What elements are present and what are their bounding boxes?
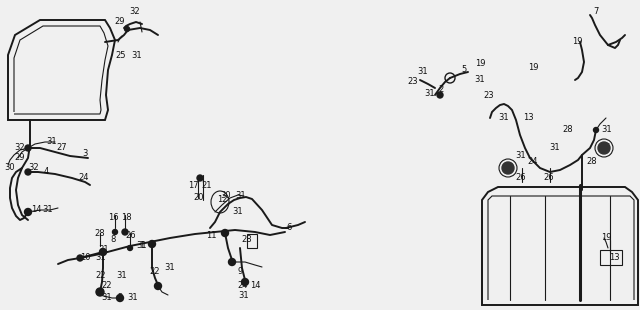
Text: 5: 5 bbox=[461, 65, 467, 74]
Text: 22: 22 bbox=[96, 271, 106, 280]
Text: 31: 31 bbox=[128, 294, 138, 303]
Text: 1: 1 bbox=[140, 241, 145, 250]
Text: 30: 30 bbox=[4, 163, 15, 172]
Text: 28: 28 bbox=[563, 126, 573, 135]
Circle shape bbox=[148, 241, 156, 247]
Text: 13: 13 bbox=[523, 113, 533, 122]
Text: 23: 23 bbox=[484, 91, 494, 100]
Text: 6: 6 bbox=[286, 224, 292, 232]
Text: 8: 8 bbox=[110, 236, 116, 245]
Text: 14: 14 bbox=[250, 281, 260, 290]
Text: 19: 19 bbox=[572, 38, 582, 46]
Text: 26: 26 bbox=[544, 174, 554, 183]
Text: 29: 29 bbox=[15, 153, 25, 162]
Text: 15: 15 bbox=[503, 163, 513, 172]
Text: 15: 15 bbox=[600, 144, 611, 153]
Text: 11: 11 bbox=[205, 231, 216, 240]
Text: 32: 32 bbox=[29, 163, 39, 172]
Text: 3: 3 bbox=[83, 149, 88, 158]
Circle shape bbox=[25, 145, 31, 151]
Text: 32: 32 bbox=[130, 7, 140, 16]
Text: 31: 31 bbox=[96, 254, 106, 263]
Circle shape bbox=[241, 278, 248, 286]
Text: 16: 16 bbox=[108, 214, 118, 223]
Circle shape bbox=[598, 142, 610, 154]
Text: 10: 10 bbox=[80, 254, 90, 263]
Circle shape bbox=[24, 209, 31, 215]
Text: 14: 14 bbox=[31, 206, 41, 215]
Text: 13: 13 bbox=[609, 254, 620, 263]
Text: 31: 31 bbox=[47, 136, 58, 145]
Text: 31: 31 bbox=[233, 207, 243, 216]
Text: 7: 7 bbox=[593, 7, 598, 16]
Text: 19: 19 bbox=[601, 233, 611, 242]
Text: 28: 28 bbox=[242, 236, 252, 245]
Text: 9: 9 bbox=[237, 268, 243, 277]
Circle shape bbox=[116, 294, 124, 302]
Circle shape bbox=[127, 246, 132, 250]
Text: 31: 31 bbox=[116, 271, 127, 280]
Text: 20: 20 bbox=[194, 193, 204, 202]
Text: 26: 26 bbox=[516, 174, 526, 183]
Text: 30: 30 bbox=[221, 191, 231, 200]
Text: 19: 19 bbox=[528, 64, 538, 73]
Text: 31: 31 bbox=[425, 90, 435, 99]
Text: 2: 2 bbox=[438, 86, 444, 95]
Text: 32: 32 bbox=[15, 144, 26, 153]
Text: 22: 22 bbox=[150, 268, 160, 277]
Text: 31: 31 bbox=[499, 113, 509, 122]
Text: 31: 31 bbox=[99, 245, 109, 254]
Text: 22: 22 bbox=[102, 281, 112, 290]
Text: 31: 31 bbox=[102, 294, 112, 303]
Circle shape bbox=[96, 288, 104, 296]
Text: 23: 23 bbox=[408, 78, 419, 86]
Circle shape bbox=[197, 175, 203, 181]
Text: 31: 31 bbox=[418, 68, 428, 77]
Circle shape bbox=[502, 162, 514, 174]
Circle shape bbox=[221, 229, 228, 237]
Text: 26: 26 bbox=[125, 232, 136, 241]
Text: 31: 31 bbox=[516, 150, 526, 160]
Text: 24: 24 bbox=[79, 174, 89, 183]
Text: 31: 31 bbox=[137, 241, 147, 250]
Text: 31: 31 bbox=[236, 192, 246, 201]
Text: 31: 31 bbox=[475, 76, 485, 85]
Circle shape bbox=[154, 282, 161, 290]
Circle shape bbox=[125, 26, 129, 32]
Circle shape bbox=[99, 249, 106, 255]
Text: 24: 24 bbox=[237, 281, 248, 290]
Text: 31: 31 bbox=[239, 291, 250, 300]
Circle shape bbox=[77, 255, 83, 261]
Text: 4: 4 bbox=[44, 167, 49, 176]
Circle shape bbox=[228, 259, 236, 265]
Text: 21: 21 bbox=[202, 180, 212, 189]
Circle shape bbox=[122, 229, 128, 235]
Text: 31: 31 bbox=[43, 206, 53, 215]
Text: 24: 24 bbox=[528, 157, 538, 166]
Text: 18: 18 bbox=[121, 214, 131, 223]
Text: 2: 2 bbox=[117, 294, 123, 303]
Circle shape bbox=[113, 229, 118, 234]
Circle shape bbox=[593, 127, 598, 132]
Text: 27: 27 bbox=[57, 144, 67, 153]
Circle shape bbox=[437, 92, 443, 98]
Text: 28: 28 bbox=[95, 228, 106, 237]
Text: 19: 19 bbox=[475, 60, 485, 69]
Text: 31: 31 bbox=[602, 126, 612, 135]
Text: 31: 31 bbox=[164, 264, 175, 272]
Text: 31: 31 bbox=[550, 144, 560, 153]
Text: 12: 12 bbox=[217, 196, 227, 205]
Text: 17: 17 bbox=[188, 180, 198, 189]
Text: 25: 25 bbox=[116, 51, 126, 60]
Text: 28: 28 bbox=[587, 157, 597, 166]
Circle shape bbox=[25, 169, 31, 175]
Text: 29: 29 bbox=[115, 17, 125, 26]
Text: 31: 31 bbox=[132, 51, 142, 60]
